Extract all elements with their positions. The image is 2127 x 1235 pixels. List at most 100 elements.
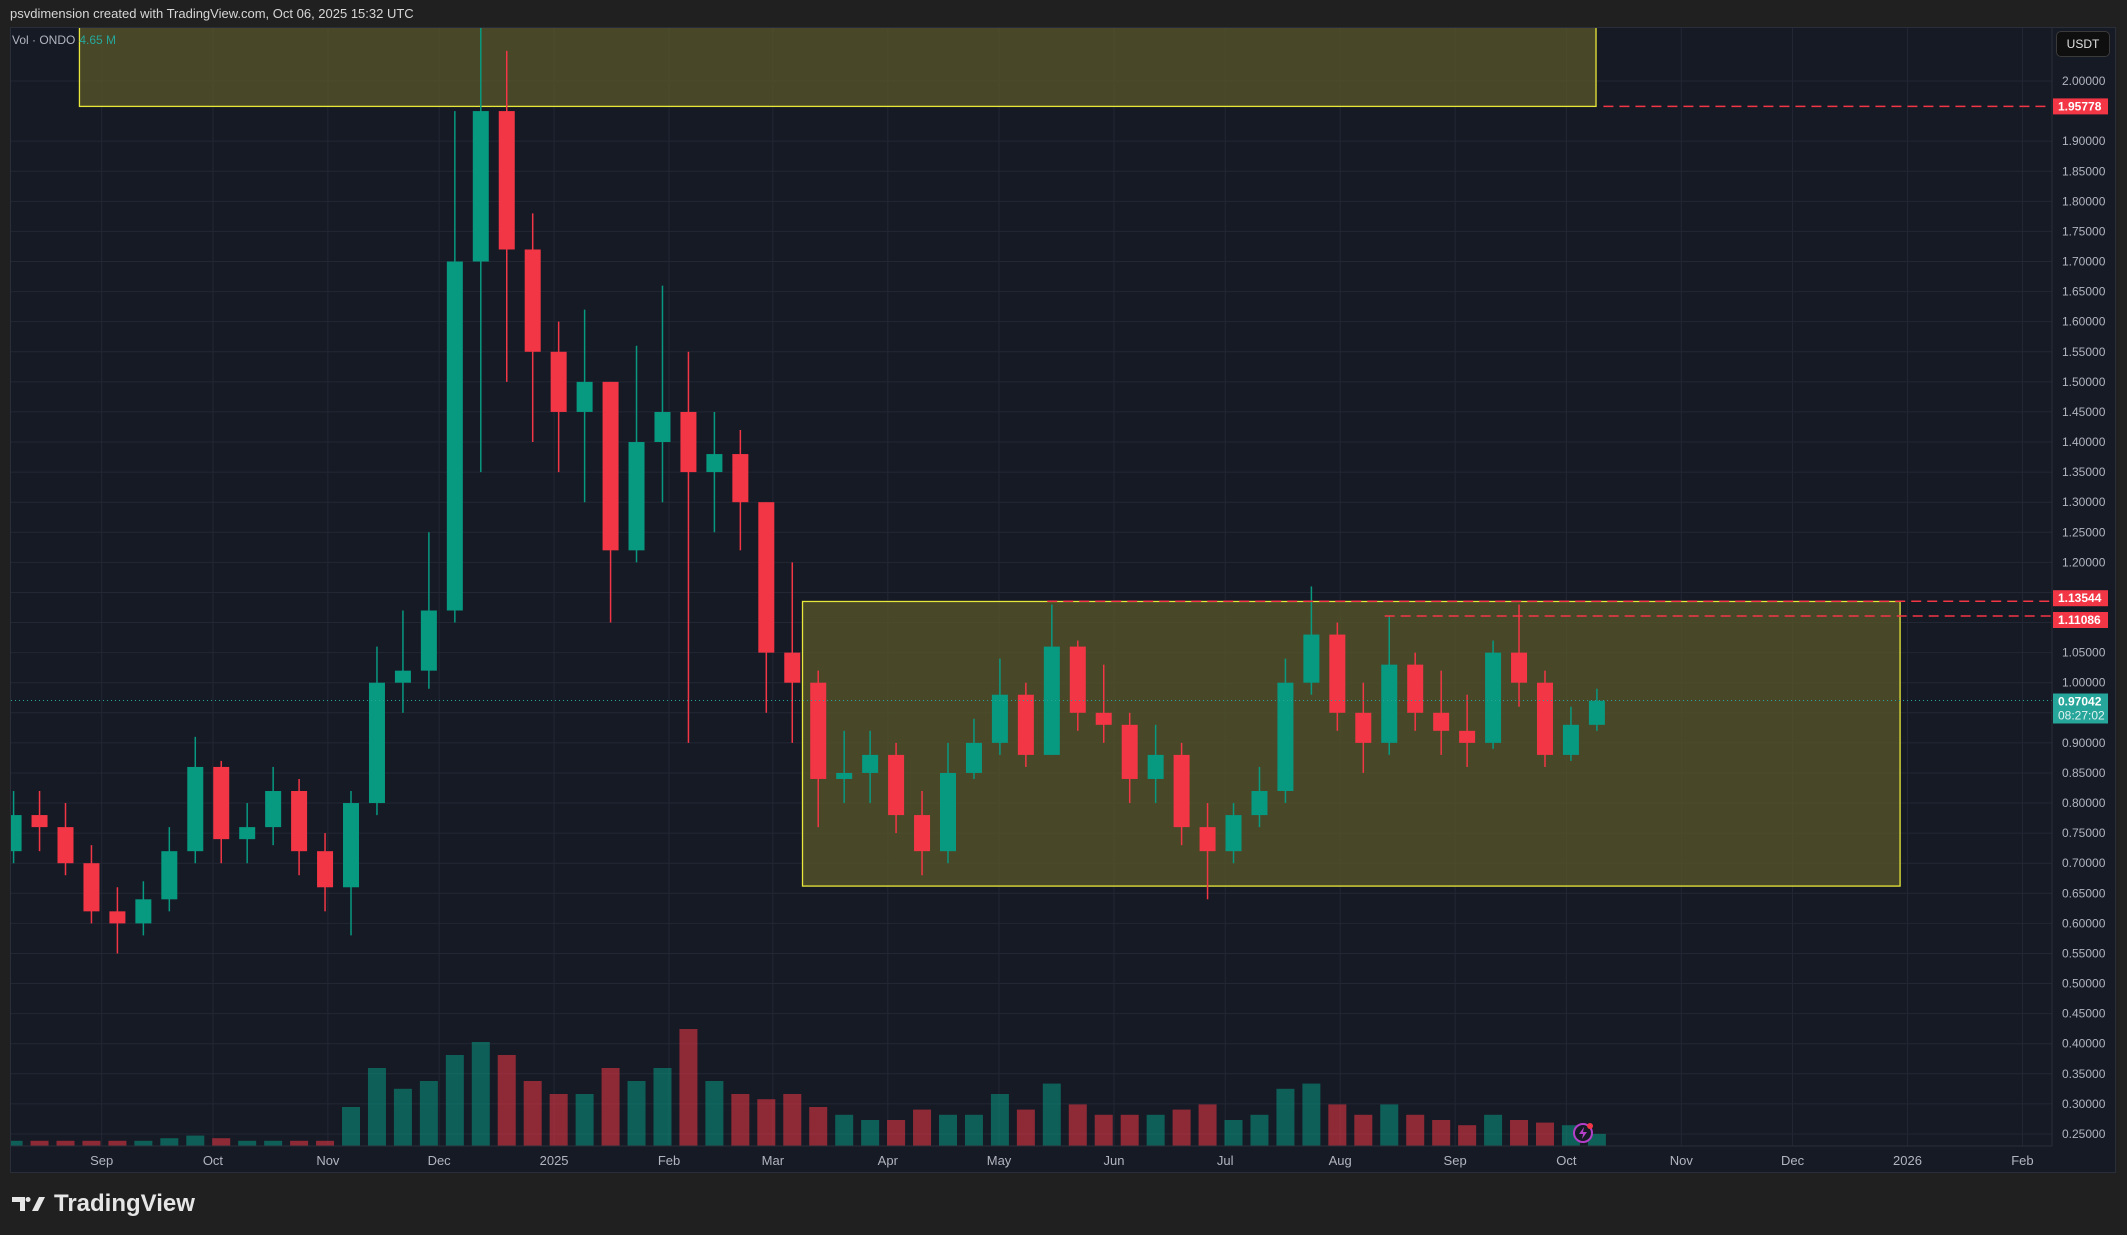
volume-bar (601, 1068, 620, 1146)
candle-body (11, 815, 22, 852)
candle-body (680, 411, 697, 473)
volume-bar (1380, 1104, 1399, 1146)
candle-body (83, 863, 100, 912)
volume-bar (627, 1081, 646, 1146)
volume-bar (1198, 1104, 1217, 1146)
volume-bar (1094, 1114, 1113, 1146)
candle-body (654, 411, 671, 443)
candle-body (1355, 712, 1372, 743)
volume-bar (1406, 1114, 1425, 1146)
time-tick-label: Oct (1556, 1153, 1577, 1168)
price-tick-label: 1.00000 (2062, 676, 2106, 690)
candle-body (1329, 634, 1346, 713)
volume-bar (653, 1068, 672, 1146)
candle-body (1303, 634, 1320, 683)
candle-body (291, 791, 308, 852)
volume-bar (11, 1140, 23, 1146)
candle-body (1173, 754, 1190, 828)
price-tick-label: 1.45000 (2062, 405, 2106, 419)
candle-body (31, 815, 48, 828)
volume-bar (1432, 1120, 1451, 1146)
candle-body (368, 682, 385, 804)
chart-panel[interactable] (10, 27, 2116, 1173)
candle-body (991, 694, 1008, 743)
volume-bar (82, 1140, 101, 1146)
candle-body (498, 111, 515, 250)
volume-bar (990, 1094, 1009, 1146)
notification-dot-icon (1587, 1123, 1593, 1129)
candle-body (472, 111, 489, 262)
volume-bar (1172, 1109, 1191, 1146)
volume-bar (1535, 1122, 1554, 1146)
volume-bar (471, 1042, 490, 1146)
price-tick-label: 0.70000 (2062, 856, 2106, 870)
volume-bar (757, 1099, 776, 1146)
candle-body (810, 682, 827, 779)
price-tick-label: 0.50000 (2062, 977, 2106, 991)
price-tick-label: 0.35000 (2062, 1067, 2106, 1081)
level-price-label: 1.11086 (2058, 613, 2101, 627)
volume-bar (861, 1120, 880, 1146)
price-tick-label: 1.80000 (2062, 194, 2106, 208)
time-tick-label: Apr (878, 1153, 899, 1168)
time-tick-label: May (987, 1153, 1012, 1168)
candle-body (109, 911, 126, 924)
time-tick-label: Aug (1329, 1153, 1352, 1168)
level-price-label: 1.95778 (2058, 99, 2102, 113)
volume-bar (445, 1055, 464, 1146)
volume-bar (1276, 1088, 1295, 1146)
volume-bar (134, 1140, 153, 1146)
candle-body (940, 772, 956, 852)
candle-body (732, 454, 749, 503)
candle-body (57, 827, 74, 864)
volume-bar (705, 1081, 724, 1146)
volume-bar (1120, 1114, 1139, 1146)
plot-area (11, 28, 2052, 1146)
price-tick-label: 0.60000 (2062, 916, 2106, 930)
volume-bar (1484, 1114, 1503, 1146)
candle-body (576, 381, 593, 412)
volume-bar (108, 1140, 127, 1146)
volume-bar (393, 1088, 412, 1146)
price-tick-label: 0.90000 (2062, 736, 2106, 750)
time-tick-label: Nov (316, 1153, 340, 1168)
volume-bar (497, 1055, 516, 1146)
price-tick-label: 2.00000 (2062, 74, 2106, 88)
tradingview-logo-icon (12, 1197, 45, 1211)
volume-legend: Vol · ONDO 4.65 M (12, 33, 116, 47)
candle-body (1588, 700, 1605, 725)
chart-caption: psvdimension created with TradingView.co… (10, 6, 414, 21)
candle-body (1407, 664, 1424, 713)
candle-body (914, 815, 931, 852)
price-tick-label: 1.60000 (2062, 315, 2106, 329)
candle-body (888, 754, 905, 816)
candle-body (628, 442, 645, 551)
volume-bar (238, 1140, 257, 1146)
currency-button[interactable]: USDT (2056, 31, 2110, 57)
candle-body (187, 766, 204, 852)
zone-box-2 (801, 600, 1901, 887)
volume-bar (731, 1094, 750, 1146)
volume-bar (212, 1138, 231, 1146)
candle-body (758, 502, 775, 653)
tradingview-logo: TradingView (12, 1190, 195, 1218)
volume-bar (367, 1068, 386, 1146)
level-price-tag (2053, 98, 2108, 115)
time-tick-label: Sep (1444, 1153, 1467, 1168)
price-tick-label: 1.40000 (2062, 435, 2106, 449)
level-price-label: 1.13544 (2058, 591, 2102, 605)
volume-bar (1146, 1114, 1165, 1146)
volume-bar (1354, 1114, 1373, 1146)
last-price-label: 0.97042 (2058, 694, 2102, 708)
volume-bar (1458, 1125, 1477, 1146)
candle-body (394, 670, 411, 683)
price-tick-label: 0.80000 (2062, 796, 2106, 810)
candle-body (1485, 652, 1502, 743)
volume-bar (1068, 1104, 1087, 1146)
volume-bar (939, 1114, 957, 1146)
candle-body (602, 381, 619, 551)
candle-body (550, 351, 567, 412)
price-tick-label: 0.45000 (2062, 1007, 2106, 1021)
last-price-tag (2053, 693, 2108, 724)
